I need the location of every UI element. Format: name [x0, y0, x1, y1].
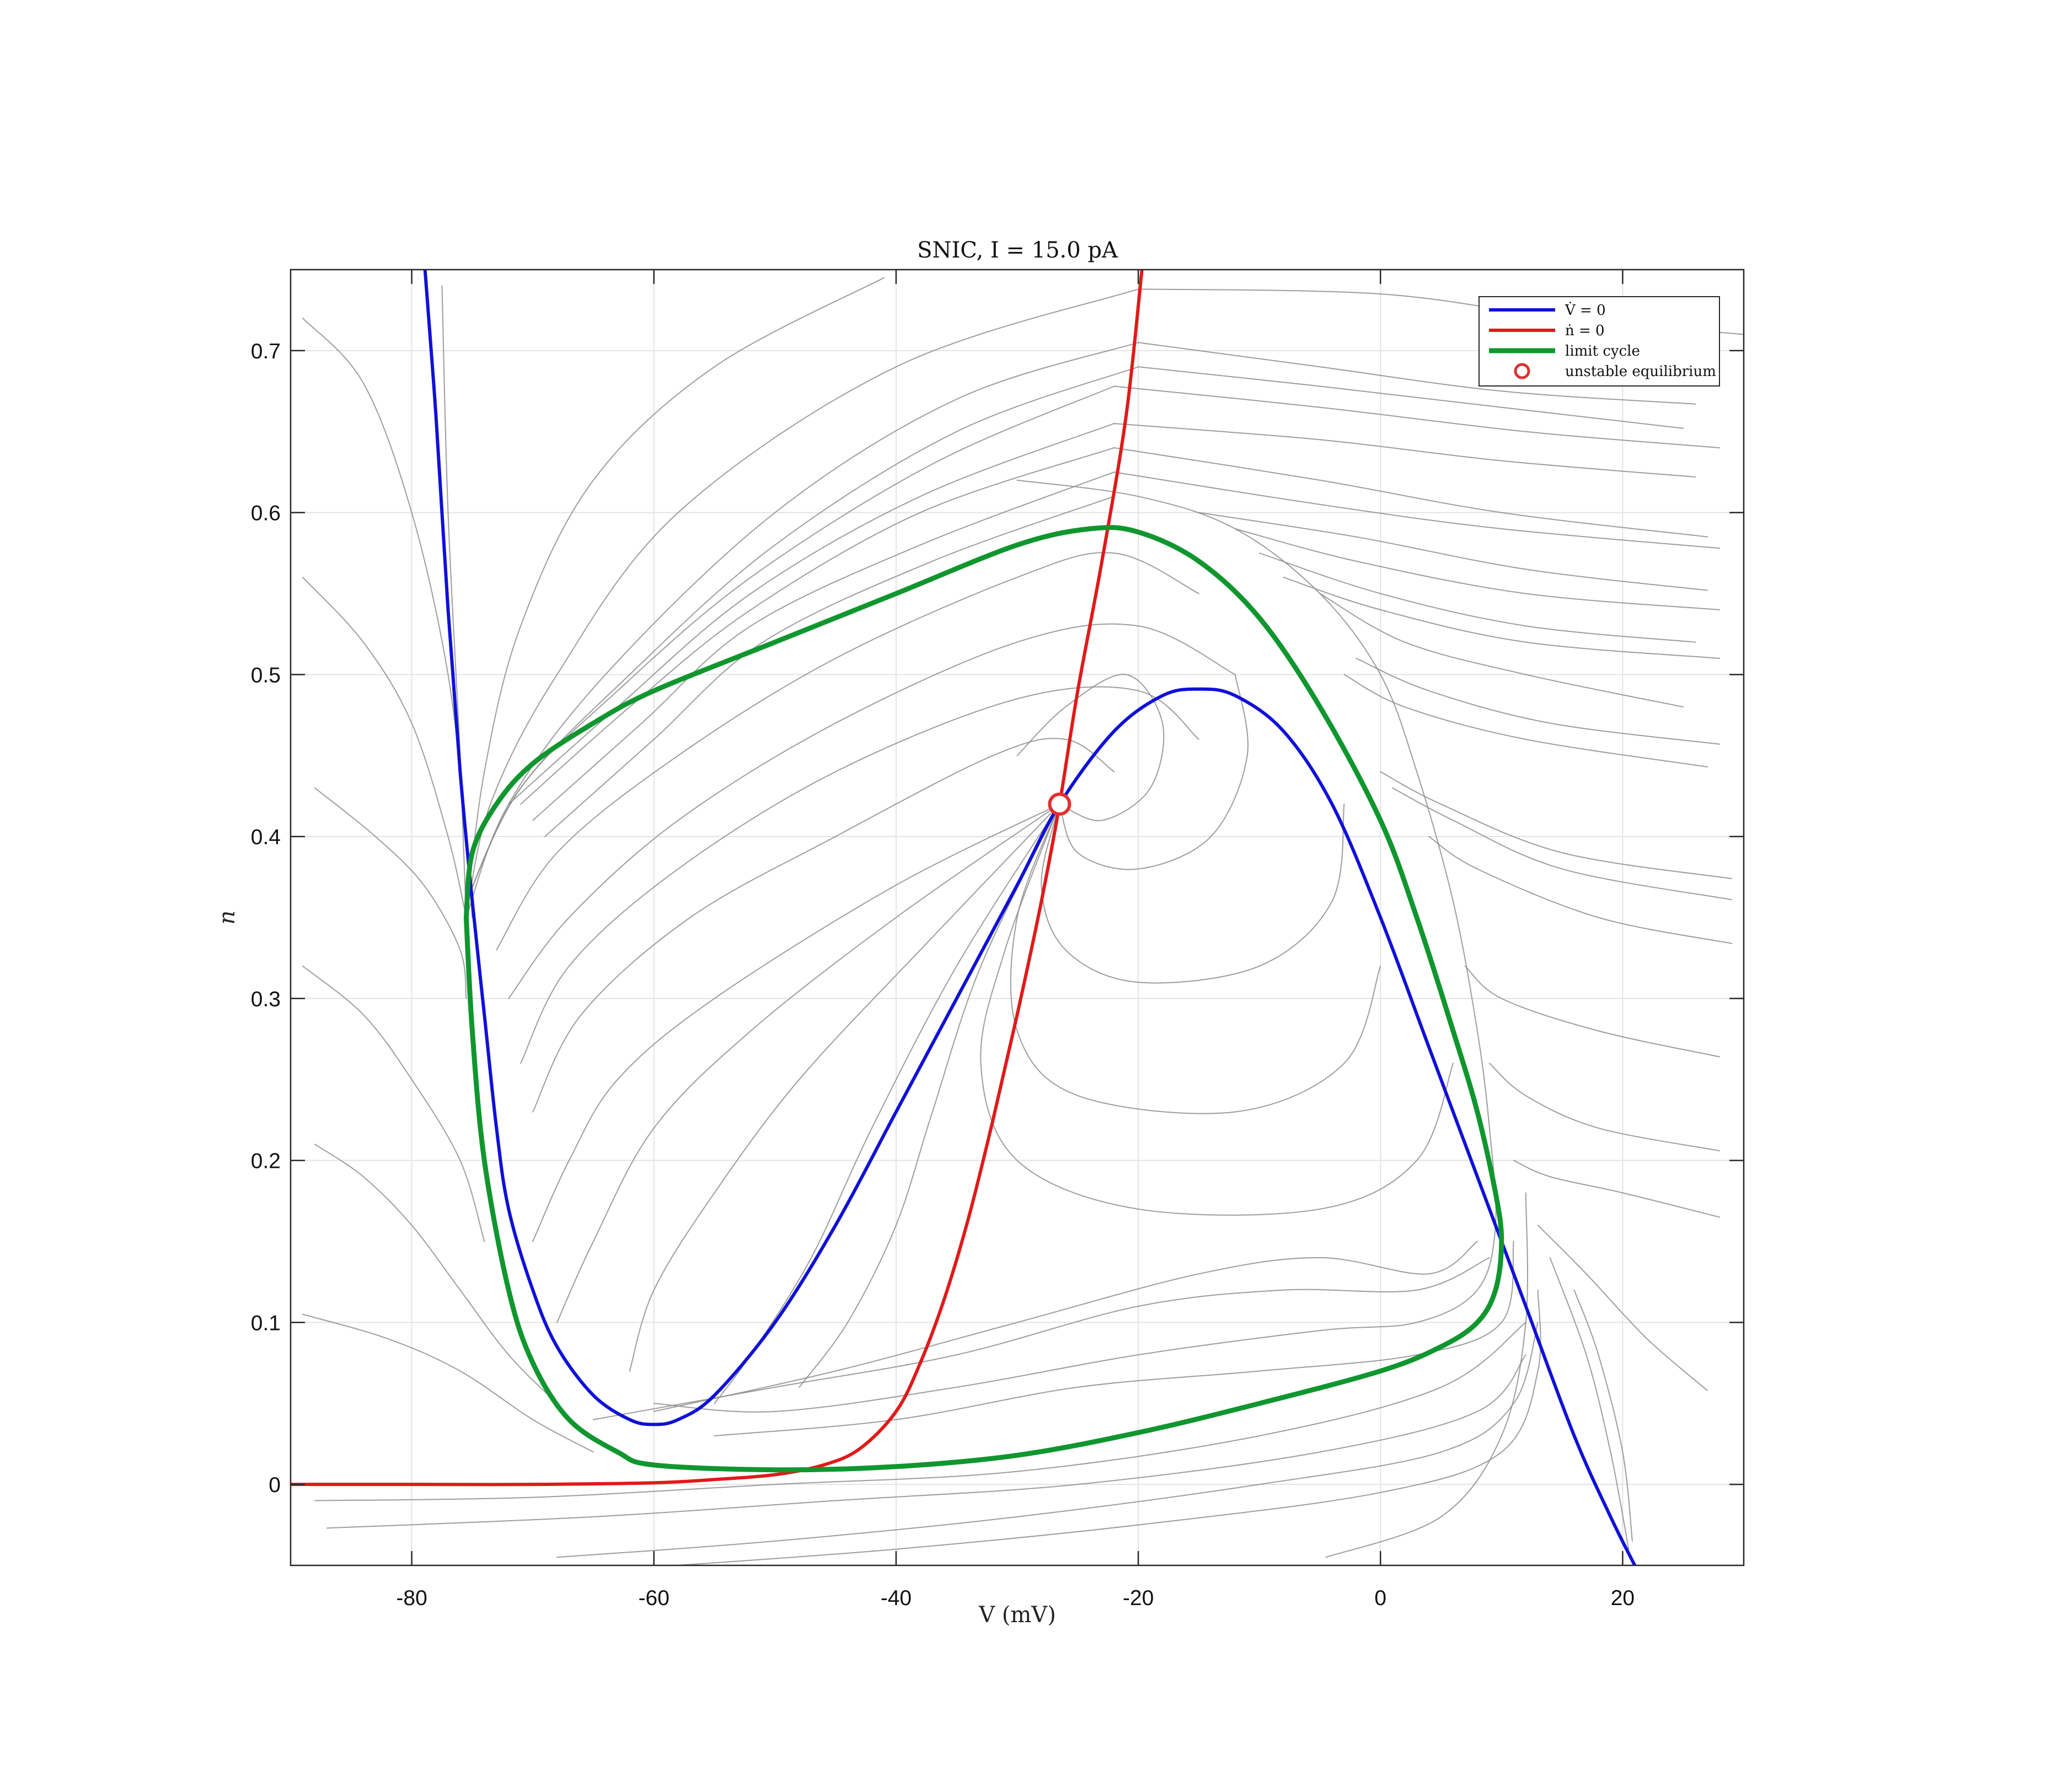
y-tick-label: 0.4	[251, 825, 281, 849]
y-tick-label: 0	[269, 1473, 281, 1497]
trajectory-line	[1258, 552, 1696, 643]
trajectory-line	[1325, 1192, 1529, 1558]
y-tick-label: 0.1	[251, 1311, 281, 1335]
trajectory-line	[629, 803, 1060, 1372]
trajectory-line	[653, 479, 1497, 1413]
trajectory-line	[677, 1289, 1541, 1565]
trajectory-line	[302, 1313, 594, 1453]
trajectory-line	[556, 1322, 1539, 1558]
x-tick-label: -60	[639, 1586, 669, 1610]
trajectory-line	[314, 1144, 558, 1404]
trajectory-line	[314, 787, 467, 999]
trajectory-line	[1234, 528, 1721, 610]
x-tick-label: -40	[881, 1586, 912, 1610]
trajectory-line	[508, 423, 1115, 805]
trajectory-line	[1319, 593, 1684, 708]
trajectory-line	[1537, 1225, 1708, 1391]
trajectory-line	[1113, 447, 1708, 538]
y-tick-label: 0.7	[251, 340, 281, 363]
y-tick-label: 0.3	[251, 988, 281, 1011]
trajectory-line	[532, 471, 1115, 821]
ticks: -80 -60 -40 -20 0 20 0 0.1 0.2 0.3 0.4 0.5 0.6 0.7	[251, 270, 1744, 1610]
trajectory-line	[314, 1322, 1526, 1501]
trajectory-line	[544, 496, 1115, 838]
trajectory-line	[520, 686, 1199, 1064]
trajectory-line	[1343, 674, 1708, 768]
trajectory-line	[532, 803, 1060, 1242]
trajectory-line	[980, 803, 1454, 1216]
trajectory-line	[1356, 658, 1721, 745]
trajectory-line	[556, 803, 1060, 1323]
y-tick-label: 0.5	[251, 663, 281, 687]
legend-label: unstable equilibrium	[1565, 363, 1716, 380]
trajectory-line	[302, 965, 485, 1242]
trajectory-line	[1380, 771, 1732, 879]
trajectory-line	[714, 1241, 1514, 1436]
trajectory-line	[326, 1354, 1526, 1529]
trajectory-line	[302, 577, 467, 918]
trajectory-line	[799, 803, 1060, 1388]
trajectory-line	[1488, 1063, 1721, 1151]
trajectory-line	[1041, 803, 1345, 984]
trajectory-line	[1392, 787, 1732, 900]
trajectory-line	[1573, 1289, 1633, 1542]
y-axis-label: n	[215, 910, 240, 925]
legend-items: V̇ = 0 ṅ = 0 limit cycle unstable equilibri…	[1489, 302, 1716, 380]
legend-label: V̇ = 0	[1565, 302, 1606, 319]
legend-marker-equilibrium	[1514, 363, 1530, 379]
trajectory-line	[465, 385, 1115, 902]
plot-frame	[290, 269, 1745, 1566]
trajectory-line	[441, 285, 467, 918]
v-nullcline-line	[423, 270, 1637, 1565]
plot-area: -80 -60 -40 -20 0 20 0 0.1 0.2 0.3 0.4 0.5 0.6 0.7	[251, 269, 1745, 1610]
limit-cycle-line	[463, 525, 1504, 1473]
trajectory-line	[465, 277, 885, 918]
trajectory-line	[1059, 674, 1249, 870]
x-tick-label: -80	[396, 1586, 427, 1610]
trajectory-line	[1513, 1160, 1721, 1218]
trajectory-line	[532, 738, 1115, 1113]
trajectory-line	[1113, 385, 1721, 449]
trajectory-line	[465, 288, 1139, 918]
legend-label: ṅ = 0	[1565, 323, 1605, 339]
trajectory-line	[508, 623, 1236, 999]
trajectory-line	[1428, 836, 1732, 944]
x-tick-label: 20	[1611, 1586, 1635, 1610]
legend-label: limit cycle	[1565, 343, 1640, 360]
y-tick-label: 0.6	[251, 502, 281, 525]
trajectory-line	[653, 1241, 1478, 1412]
trajectory-line	[520, 447, 1115, 805]
chart-title: SNIC, I = 15.0 pA	[917, 238, 1118, 263]
trajectory-line	[1549, 1257, 1630, 1550]
trajectory-line	[1138, 342, 1696, 405]
trajectory-line	[593, 1257, 1490, 1420]
trajectory-line	[1016, 674, 1165, 822]
x-tick-label: 0	[1374, 1586, 1386, 1610]
y-tick-label: 0.2	[251, 1150, 281, 1173]
markers	[1048, 792, 1071, 816]
trajectory-line	[1138, 366, 1684, 429]
x-tick-label: -20	[1123, 1586, 1154, 1610]
trajectory-line	[1113, 471, 1721, 549]
x-axis-label: V (mV)	[978, 1602, 1056, 1628]
trajectory-line	[1283, 577, 1721, 659]
series	[291, 270, 1637, 1565]
n-nullcline-line	[291, 270, 1144, 1487]
trajectory-line	[1010, 803, 1381, 1114]
trajectory-line	[1113, 423, 1696, 477]
trajectory-line	[1198, 512, 1708, 591]
equilibrium-marker	[1048, 792, 1071, 816]
trajectory-line	[1465, 965, 1721, 1058]
legend: V̇ = 0 ṅ = 0 limit cycle unstable equilibri…	[1478, 296, 1720, 387]
